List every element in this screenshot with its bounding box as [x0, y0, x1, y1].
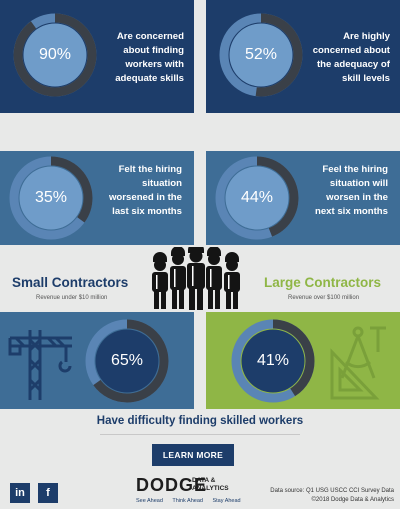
tag-think-ahead: Think Ahead — [172, 498, 203, 504]
divider — [100, 434, 300, 435]
ring-value-arc — [215, 156, 299, 240]
stat-2-text: Are highly concerned about the adequacy … — [312, 31, 390, 84]
ring-value-arc — [219, 13, 303, 97]
contractor-band: Small Contractors Revenue under $10 mill… — [0, 245, 400, 312]
workers-icon — [152, 247, 240, 310]
large-contractors-panel: 41% — [206, 312, 400, 409]
stat-4-text: Feel the hiring situation will worsen in… — [314, 164, 388, 217]
drafting-tools-icon — [330, 326, 386, 400]
donut-35: 35% — [8, 155, 94, 241]
logo-tagline: See Ahead Think Ahead Stay Ahead — [136, 498, 249, 504]
stat-panel-4: 44% Feel the hiring situation will worse… — [206, 151, 400, 245]
ring-center — [225, 166, 289, 230]
ring-value-arc — [85, 319, 169, 403]
stat-1-pct: 90% — [38, 46, 72, 63]
learn-more-button[interactable]: LEARN MORE — [152, 444, 234, 466]
donut-52: 52% — [218, 12, 304, 98]
tagline: Have difficulty finding skilled workers — [96, 415, 304, 427]
stat-panel-2: 52% Are highly concerned about the adequ… — [206, 0, 400, 113]
donut-44: 44% — [214, 155, 300, 241]
source-line-1: Data source: Q1 USG USCC CCI Survey Data — [270, 488, 394, 494]
crane-icon — [8, 330, 72, 400]
ring-value-arc — [9, 156, 93, 240]
donut-90: 90% — [12, 12, 98, 98]
source-line-2: ©2018 Dodge Data & Analytics — [311, 497, 394, 503]
ring-center — [229, 23, 293, 87]
ring-value-arc — [231, 319, 315, 403]
ring-center — [19, 166, 83, 230]
tag-see-ahead: See Ahead — [136, 498, 163, 504]
small-contractors-title: Small Contractors — [12, 275, 129, 290]
stat-2-pct: 52% — [244, 46, 278, 63]
linkedin-icon[interactable]: in — [10, 483, 30, 503]
ring-center — [241, 329, 305, 393]
stat-3-text: Felt the hiring situation worsened in th… — [108, 164, 182, 217]
stat-1-text: Are concerned about finding workers with… — [115, 31, 184, 84]
small-contractors-panel: 65% — [0, 312, 194, 409]
facebook-icon[interactable]: f — [38, 483, 58, 503]
donut-65: 65% — [84, 318, 170, 404]
large-contractors-title: Large Contractors — [264, 275, 382, 290]
small-contractors-sub: Revenue under $10 million — [36, 295, 108, 301]
stat-4-pct: 44% — [240, 189, 274, 206]
small-contractors-pct: 65% — [110, 352, 144, 369]
large-contractors-sub: Revenue over $100 million — [288, 295, 360, 301]
stat-panel-1: 90% Are concerned about finding workers … — [0, 0, 194, 113]
stat-3-pct: 35% — [34, 189, 68, 206]
logo-subtitle: DATA & ANALYTICS — [192, 477, 229, 492]
ring-value-arc — [13, 13, 97, 97]
ring-center — [95, 329, 159, 393]
donut-41: 41% — [230, 318, 316, 404]
dodge-logo: DODGE — [136, 475, 208, 495]
data-source: Data source: Q1 USG USCC CCI Survey Data… — [270, 487, 394, 505]
stat-panel-3: 35% Felt the hiring situation worsened i… — [0, 151, 194, 245]
large-contractors-pct: 41% — [256, 352, 290, 369]
tag-stay-ahead: Stay Ahead — [212, 498, 241, 504]
ring-center — [23, 23, 87, 87]
